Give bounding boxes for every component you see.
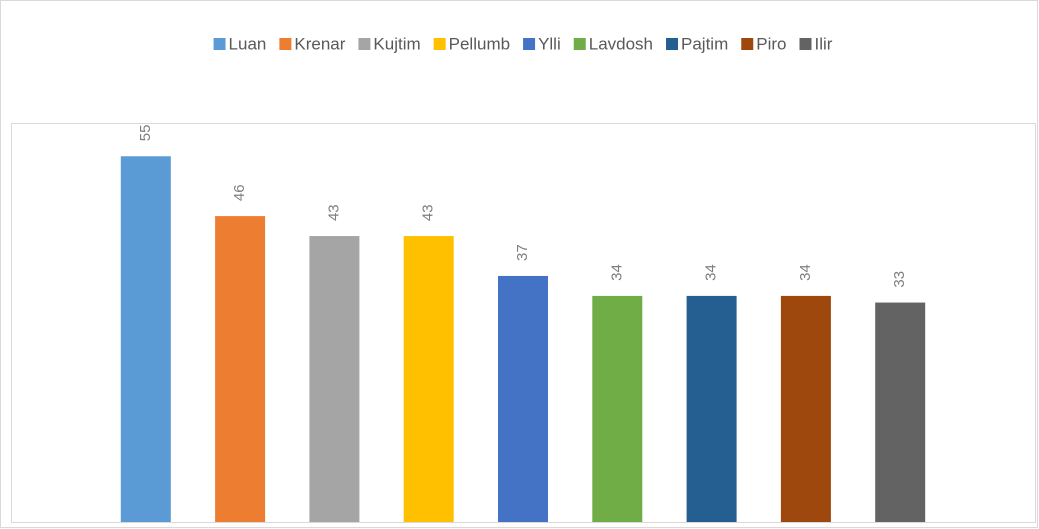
bar (215, 216, 266, 522)
legend-swatch (741, 38, 754, 50)
bar (309, 236, 360, 523)
value-label: 34 (608, 264, 625, 281)
value-label: 34 (703, 264, 720, 281)
bar (498, 275, 548, 522)
legend-label: Ilir (814, 34, 832, 53)
value-label: 34 (797, 264, 814, 281)
value-label: 37 (514, 244, 531, 261)
legend-swatch (279, 38, 292, 50)
value-label: 55 (137, 125, 154, 142)
legend-label: Luan (229, 34, 267, 53)
value-label: 33 (891, 271, 908, 288)
legend-item: Pellumb (433, 34, 510, 53)
legend-item: Krenar (279, 34, 346, 53)
legend-label: Pajtim (681, 34, 728, 53)
legend-label: Lavdosh (589, 34, 653, 53)
legend-swatch (523, 38, 536, 50)
legend-swatch (358, 38, 371, 50)
value-label: 43 (325, 204, 342, 221)
bar (120, 156, 171, 522)
bar (875, 302, 926, 522)
legend-swatch (799, 38, 812, 50)
plot-border (11, 123, 1036, 523)
legend-label: Krenar (294, 34, 345, 53)
bar (403, 236, 454, 523)
legend-item: Ylli (523, 34, 561, 53)
legend-label: Kujtim (373, 34, 420, 53)
legend-item: Pajtim (666, 34, 728, 53)
legend-item: Ilir (799, 34, 833, 53)
value-label: 46 (231, 184, 248, 201)
legend-item: Piro (741, 34, 786, 53)
legend-swatch (213, 38, 226, 50)
value-label: 43 (420, 204, 437, 221)
bar (592, 295, 643, 522)
legend-label: Ylli (538, 34, 561, 53)
legend-item: Kujtim (358, 34, 421, 53)
legend-item: Luan (213, 34, 267, 53)
legend-label: Pellumb (449, 34, 510, 53)
bar (780, 295, 831, 522)
legend-label: Piro (756, 34, 786, 53)
legend-swatch (433, 38, 446, 50)
legend-item: Lavdosh (573, 34, 653, 53)
bar (686, 295, 737, 522)
legend-swatch (573, 38, 586, 50)
legend-swatch (666, 38, 679, 50)
